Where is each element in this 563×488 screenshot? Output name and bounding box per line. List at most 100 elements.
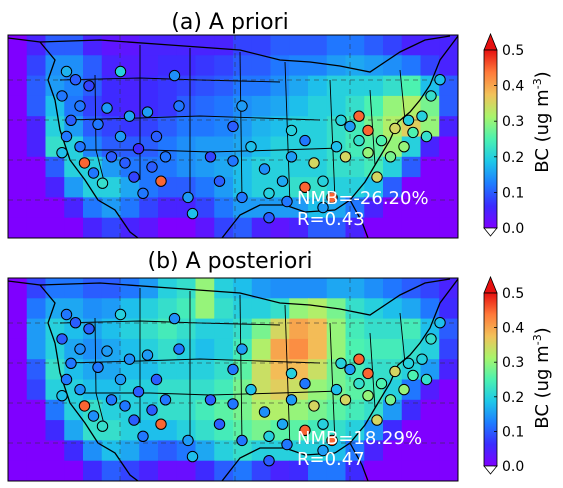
site-marker <box>114 130 127 143</box>
field-cell <box>214 278 234 299</box>
field-cell <box>345 298 365 320</box>
field-cell <box>270 95 290 117</box>
field-cell <box>251 136 272 158</box>
site-marker <box>114 65 127 78</box>
field-cell <box>364 440 384 462</box>
panel-b-r: R=0.47 <box>297 449 365 470</box>
site-marker <box>87 410 100 422</box>
site-marker <box>74 343 86 355</box>
field-cell <box>139 55 159 77</box>
field-cell <box>101 359 122 381</box>
field-cell <box>176 217 197 238</box>
site-marker <box>132 386 145 398</box>
site-marker <box>398 383 410 396</box>
field-cell <box>139 75 159 97</box>
site-marker <box>236 191 248 204</box>
site-marker <box>101 345 113 357</box>
field-cell <box>401 278 422 299</box>
field-cell <box>233 35 253 56</box>
field-cell <box>83 278 103 299</box>
field-cell <box>364 338 384 360</box>
colorbar-tick-label: 0.2 <box>502 390 524 406</box>
field-cell <box>401 95 422 117</box>
site-marker <box>281 438 293 451</box>
panel-b-coastlines <box>8 278 458 481</box>
colorbar-tick-label: 0.4 <box>502 79 524 95</box>
site-marker <box>362 390 374 402</box>
field-cell <box>83 338 103 360</box>
site-marker <box>258 406 271 418</box>
site-marker <box>389 122 401 135</box>
site-marker <box>74 100 86 112</box>
field-cell <box>176 278 197 299</box>
field-cell <box>139 278 159 299</box>
field-cell <box>101 156 122 178</box>
field-cell <box>420 55 440 77</box>
field-cell <box>364 95 384 117</box>
field-cell <box>270 136 290 158</box>
site-marker <box>326 191 338 204</box>
site-marker <box>60 65 73 78</box>
field-cell <box>439 217 458 238</box>
field-cell <box>101 379 122 401</box>
site-marker <box>227 398 239 410</box>
panel-b-colorbar: 0.0 0.1 0.2 0.3 0.4 0.5 BC (ug m-3) <box>483 275 553 475</box>
field-cell <box>401 197 422 219</box>
field-cell <box>214 95 234 117</box>
field-cell <box>420 156 440 178</box>
field-cell <box>45 177 65 198</box>
field-cell <box>383 95 403 117</box>
field-cell <box>289 278 309 299</box>
site-marker <box>56 90 68 102</box>
field-cell <box>270 116 290 138</box>
field-cell <box>383 55 403 77</box>
field-cell <box>195 116 215 138</box>
field-cell <box>345 217 365 238</box>
field-cell <box>270 156 290 178</box>
field-cell <box>64 420 84 441</box>
site-marker <box>182 434 194 447</box>
field-cell <box>176 136 197 158</box>
site-marker <box>132 143 145 155</box>
field-cell <box>251 75 272 97</box>
field-cell <box>345 318 365 340</box>
site-marker <box>258 163 271 175</box>
field-cell <box>83 197 103 219</box>
site-marker <box>96 177 109 189</box>
field-cell <box>251 298 272 320</box>
site-marker <box>420 130 433 143</box>
field-cell <box>195 318 215 340</box>
field-cell <box>195 460 215 481</box>
field-cell <box>158 460 178 481</box>
field-cell <box>214 460 234 481</box>
field-cell <box>195 338 215 360</box>
site-marker <box>263 187 275 200</box>
panel-a-r: R=0.43 <box>297 209 365 230</box>
field-cell <box>326 95 347 117</box>
field-cell <box>26 298 47 320</box>
field-cell <box>270 318 290 340</box>
field-cell <box>233 298 253 320</box>
site-marker <box>299 181 311 194</box>
field-cell <box>270 75 290 97</box>
field-cell <box>251 379 272 401</box>
field-cell <box>83 440 103 462</box>
field-cell <box>214 318 234 340</box>
site-marker <box>56 390 68 402</box>
field-cell <box>383 217 403 238</box>
field-cell <box>26 318 47 340</box>
field-cell <box>233 116 253 138</box>
site-marker <box>285 151 298 163</box>
field-cell <box>289 75 309 97</box>
site-marker <box>114 373 127 386</box>
field-cell <box>233 440 253 462</box>
site-marker <box>425 90 437 102</box>
field-cell <box>120 217 140 238</box>
site-marker <box>56 147 68 159</box>
panel-b-map <box>8 278 458 481</box>
field-cell <box>289 55 309 77</box>
field-cell <box>195 197 215 219</box>
field-cell <box>214 136 234 158</box>
field-cell <box>420 399 440 421</box>
field-cell <box>364 197 384 219</box>
